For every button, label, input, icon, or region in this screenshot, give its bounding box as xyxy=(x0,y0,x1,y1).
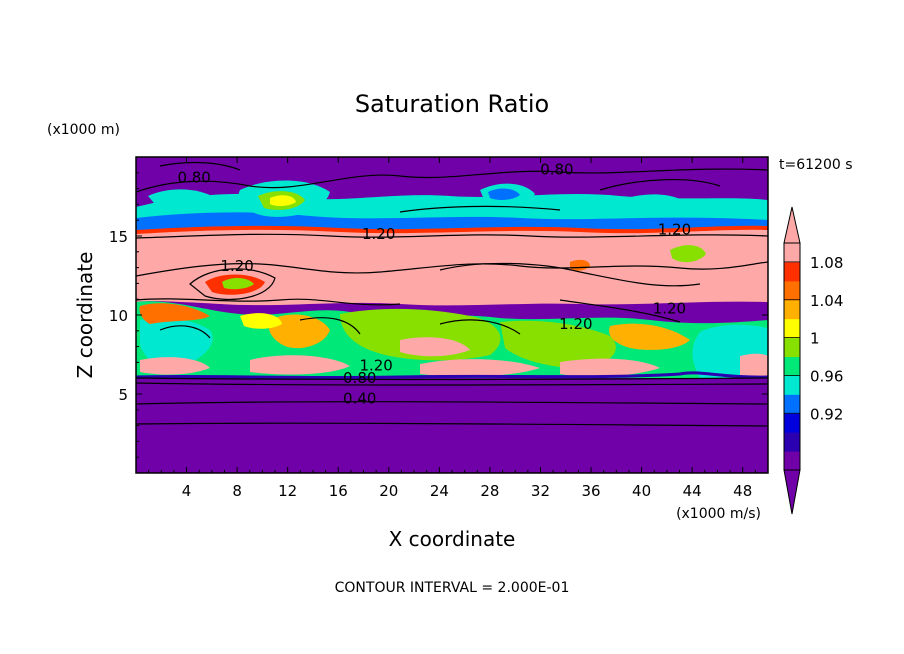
colorbar-swatch xyxy=(784,337,800,357)
y-axis-label: Z coordinate xyxy=(73,252,97,379)
blob-upper-b-yellow xyxy=(270,195,296,207)
contour-label: 1.20 xyxy=(559,315,592,333)
y-unit-label: (x1000 m) xyxy=(47,122,120,138)
field-pink-pocket-d xyxy=(420,359,540,377)
colorbar-swatch xyxy=(784,243,800,263)
contour-lines xyxy=(136,161,768,427)
y-tick-label: 10 xyxy=(109,307,128,325)
blob-upper-a xyxy=(148,189,215,212)
blob-upper-d xyxy=(620,194,690,213)
colorbar-label: 1.08 xyxy=(810,254,843,272)
contour-label: 0.80 xyxy=(177,168,210,186)
colorbar-swatch xyxy=(784,413,800,433)
colorbar-label: 0.96 xyxy=(810,367,843,385)
colorbar-swatch xyxy=(784,299,800,320)
contour-label: 1.20 xyxy=(658,220,691,238)
field-pink-pocket-e xyxy=(560,358,660,377)
contour-label: 1.20 xyxy=(359,356,392,374)
time-label: t=61200 s xyxy=(779,157,853,173)
contour-label: 0.80 xyxy=(343,369,376,387)
field-pink-layer xyxy=(136,227,768,306)
field-cloud-base xyxy=(136,371,768,380)
colorbar-top-arrow xyxy=(783,206,801,244)
field-orange-patch-c xyxy=(609,323,690,350)
contour-label: 1.20 xyxy=(362,225,395,243)
y-tick-label: 5 xyxy=(118,386,128,404)
pocket-mid-right xyxy=(670,245,706,263)
x-tick-label: 44 xyxy=(683,482,702,500)
field-yellow-patch xyxy=(240,313,282,329)
colorbar-swatch xyxy=(784,318,800,339)
x-tick-label: 32 xyxy=(531,482,550,500)
colorbar-swatch xyxy=(784,261,800,282)
field-orange-patch-b xyxy=(268,314,330,349)
field-pink-pocket-f xyxy=(740,353,768,376)
x-tick-label: 24 xyxy=(430,482,449,500)
colorbar-swatch xyxy=(784,280,800,301)
x-tick-label: 28 xyxy=(480,482,499,500)
field-pink-pocket-c xyxy=(400,337,470,357)
colorbar-swatch xyxy=(784,432,800,452)
colorbar: 1.08 1.04 1 0.96 0.92 xyxy=(783,206,843,515)
y-tick-label: 15 xyxy=(109,228,128,246)
x-tick-label: 20 xyxy=(379,482,398,500)
x-tick-label: 4 xyxy=(182,482,192,500)
contour-interval-footer: CONTOUR INTERVAL = 2.000E-01 xyxy=(335,580,570,596)
field-pink-pocket-b xyxy=(250,355,350,375)
field-cyan-patch-left xyxy=(140,317,213,369)
field-red-edge xyxy=(136,225,768,234)
colorbar-label: 1.04 xyxy=(810,292,843,310)
colorbar-label: 1 xyxy=(810,330,820,348)
field-orange-patch-a xyxy=(139,303,210,324)
colorbar-swatch xyxy=(784,451,800,471)
contour-label: 0.40 xyxy=(343,389,376,407)
colorbar-swatch xyxy=(784,394,800,414)
x-tick-label: 40 xyxy=(632,482,651,500)
contour-label-layer: 0.80 0.801.20 1.201.201.201.201.200.800.40 xyxy=(177,160,691,407)
y-ticks: 5 10 15 xyxy=(109,172,768,458)
colorbar-frame xyxy=(783,242,801,471)
x-ticks: 4 8 12 16 20 24 28 32 36 40 44 48 xyxy=(148,157,756,500)
colorbar-swatch xyxy=(784,375,800,395)
contour-label: 1.20 xyxy=(220,257,253,275)
colorbar-bottom-arrow xyxy=(783,469,801,515)
x-tick-label: 16 xyxy=(329,482,348,500)
colorbar-swatch xyxy=(784,356,800,376)
field-pink-pocket-a xyxy=(140,357,210,375)
contour-label: 0.80 xyxy=(540,160,573,178)
colorbar-label: 0.92 xyxy=(810,405,843,423)
x-tick-label: 36 xyxy=(581,482,600,500)
chart-title: Saturation Ratio xyxy=(355,90,549,118)
plot-field: 0.80 0.801.20 1.201.201.201.201.200.800.40 xyxy=(136,157,768,473)
x-axis-label: X coordinate xyxy=(389,527,516,551)
x-tick-label: 8 xyxy=(232,482,242,500)
blob-upper-c-core xyxy=(488,188,520,200)
field-lime-patch-right xyxy=(500,320,616,368)
contour-label: 1.20 xyxy=(653,299,686,317)
pocket-mid-green xyxy=(222,278,254,290)
x-tick-label: 48 xyxy=(733,482,752,500)
x-tick-label: 12 xyxy=(278,482,297,500)
x-unit-label: (x1000 m/s) xyxy=(676,506,761,522)
